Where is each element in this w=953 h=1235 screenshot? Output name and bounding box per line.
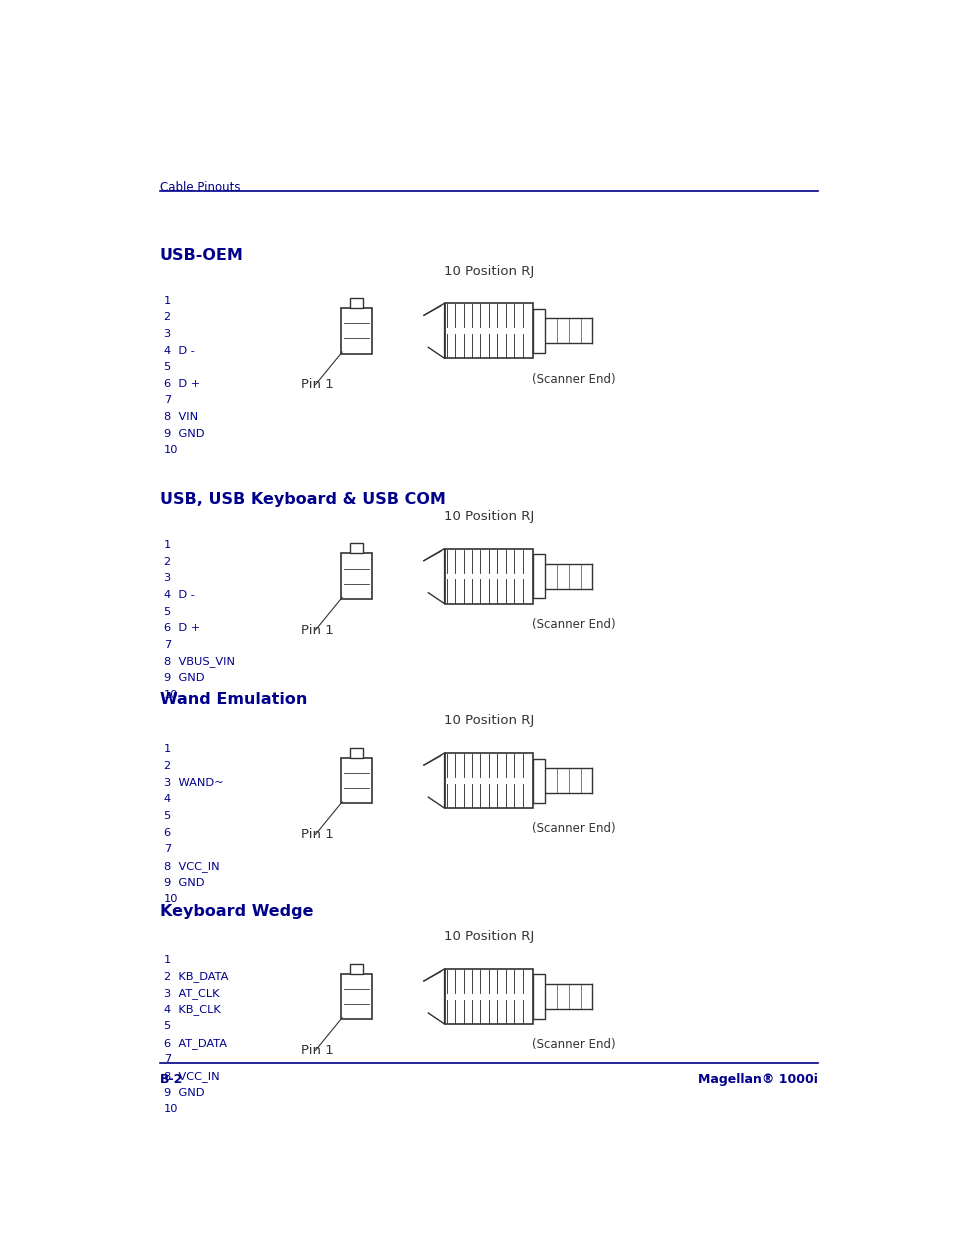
Text: (Scanner End): (Scanner End) <box>532 823 615 835</box>
Bar <box>350 963 363 973</box>
Bar <box>533 974 544 1019</box>
Text: USB-OEM: USB-OEM <box>160 248 244 263</box>
Text: 2: 2 <box>164 557 171 567</box>
Text: 1: 1 <box>164 745 171 755</box>
Text: 6  AT_DATA: 6 AT_DATA <box>164 1037 227 1049</box>
Bar <box>444 753 533 808</box>
Text: 10 Position RJ: 10 Position RJ <box>443 930 534 944</box>
Text: 2: 2 <box>164 312 171 322</box>
Text: Magellan® 1000i: Magellan® 1000i <box>698 1072 817 1086</box>
Text: 2  KB_DATA: 2 KB_DATA <box>164 971 228 982</box>
Text: 7: 7 <box>164 845 171 855</box>
Bar <box>533 555 544 598</box>
Text: 5: 5 <box>164 811 171 821</box>
Text: 10: 10 <box>164 894 178 904</box>
Text: 10 Position RJ: 10 Position RJ <box>443 714 534 727</box>
Text: 10 Position RJ: 10 Position RJ <box>443 264 534 278</box>
Text: 10: 10 <box>164 446 178 456</box>
Bar <box>350 543 363 553</box>
Bar <box>444 304 533 358</box>
Text: 6: 6 <box>164 827 171 837</box>
Text: 3: 3 <box>164 573 171 583</box>
Text: 4  D -: 4 D - <box>164 590 194 600</box>
Text: Cable Pinouts: Cable Pinouts <box>160 182 240 194</box>
Text: 3  WAND~: 3 WAND~ <box>164 778 223 788</box>
Text: 7: 7 <box>164 640 171 650</box>
Text: 1: 1 <box>164 955 171 965</box>
Text: 8  VCC_IN: 8 VCC_IN <box>164 861 219 872</box>
Text: 8  VIN: 8 VIN <box>164 412 197 422</box>
Text: 9  GND: 9 GND <box>164 429 204 438</box>
Text: 3: 3 <box>164 329 171 338</box>
Text: 6  D +: 6 D + <box>164 379 199 389</box>
Bar <box>533 309 544 353</box>
Text: 5: 5 <box>164 606 171 616</box>
Text: Pin 1: Pin 1 <box>301 1044 334 1057</box>
Text: 7: 7 <box>164 395 171 405</box>
Text: USB, USB Keyboard & USB COM: USB, USB Keyboard & USB COM <box>160 493 445 508</box>
Text: 9  GND: 9 GND <box>164 878 204 888</box>
Text: 8  VBUS_VIN: 8 VBUS_VIN <box>164 657 234 667</box>
Bar <box>341 308 372 353</box>
Text: 5: 5 <box>164 1021 171 1031</box>
Text: Pin 1: Pin 1 <box>301 378 334 391</box>
Bar <box>350 298 363 308</box>
Text: 6  D +: 6 D + <box>164 624 199 634</box>
Text: Keyboard Wedge: Keyboard Wedge <box>160 904 314 919</box>
Text: 10: 10 <box>164 690 178 700</box>
Bar <box>341 758 372 804</box>
Text: 8  VCC_IN: 8 VCC_IN <box>164 1071 219 1082</box>
Bar <box>350 747 363 758</box>
Text: Pin 1: Pin 1 <box>301 829 334 841</box>
Text: Pin 1: Pin 1 <box>301 624 334 637</box>
Bar <box>341 973 372 1019</box>
Text: 3  AT_CLK: 3 AT_CLK <box>164 988 219 999</box>
Text: 1: 1 <box>164 540 171 550</box>
Text: B-2: B-2 <box>160 1072 183 1086</box>
Text: 1: 1 <box>164 295 171 305</box>
Text: 9  GND: 9 GND <box>164 673 204 683</box>
Text: 2: 2 <box>164 761 171 771</box>
Text: 10 Position RJ: 10 Position RJ <box>443 510 534 522</box>
Bar <box>444 969 533 1024</box>
Text: 9  GND: 9 GND <box>164 1088 204 1098</box>
Text: Wand Emulation: Wand Emulation <box>160 692 307 708</box>
Bar <box>533 758 544 803</box>
Text: 7: 7 <box>164 1055 171 1065</box>
Bar <box>341 553 372 599</box>
Bar <box>444 548 533 604</box>
Text: 4  KB_CLK: 4 KB_CLK <box>164 1004 220 1015</box>
Text: (Scanner End): (Scanner End) <box>532 373 615 385</box>
Text: 4: 4 <box>164 794 171 804</box>
Text: (Scanner End): (Scanner End) <box>532 618 615 631</box>
Text: 10: 10 <box>164 1104 178 1114</box>
Text: 5: 5 <box>164 362 171 372</box>
Text: 4  D -: 4 D - <box>164 346 194 356</box>
Text: (Scanner End): (Scanner End) <box>532 1039 615 1051</box>
